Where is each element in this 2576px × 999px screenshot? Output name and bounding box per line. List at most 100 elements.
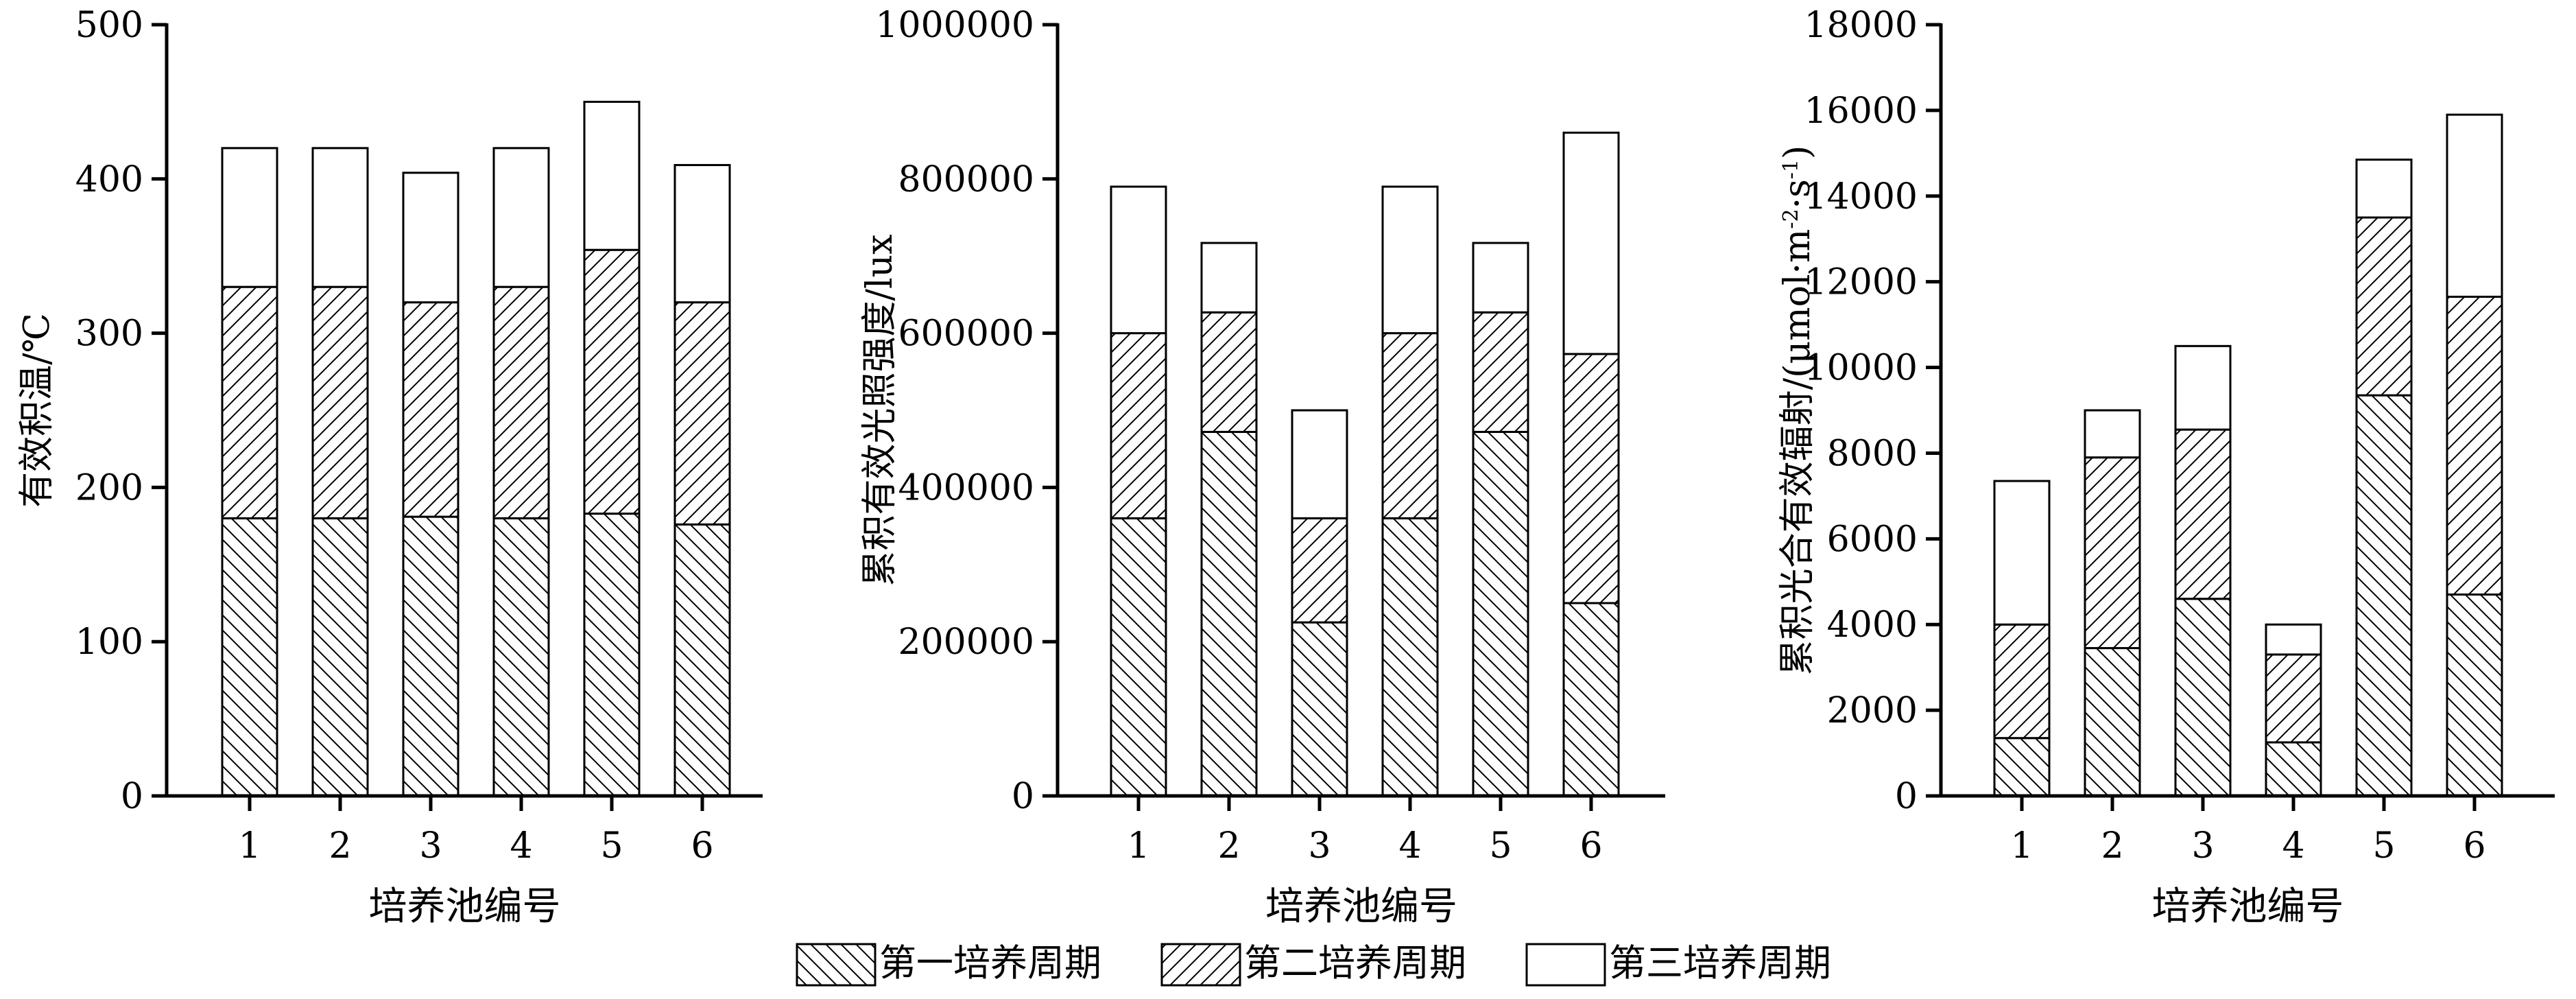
x-ticks-3: 1 2 3 4 5 6 xyxy=(2010,796,2486,867)
x-axis-label-1: 培养池编号 xyxy=(369,884,561,929)
bar-segment xyxy=(1562,353,1620,604)
y-tick-label: 0 xyxy=(1895,776,1918,817)
y-tick-label: 800000 xyxy=(898,159,1034,200)
bar-segment xyxy=(492,285,550,519)
x-tick-label: 4 xyxy=(1398,825,1421,867)
y-ticks-1: 0 100 200 300 400 500 xyxy=(75,5,167,817)
y-tick-label: 0 xyxy=(121,776,143,817)
bar-segment xyxy=(2355,216,2413,397)
bar-segment xyxy=(221,285,278,519)
bar-segment xyxy=(2446,296,2503,596)
x-tick-label: 5 xyxy=(2372,825,2395,867)
bar-segment xyxy=(402,515,460,797)
bar-segment xyxy=(1291,409,1348,519)
y-axis-label-1: 有效积温/℃ xyxy=(16,313,58,508)
y-tick-label: 1000000 xyxy=(875,5,1034,46)
legend: 第一培养周期 第二培养周期 第三培养周期 xyxy=(796,941,1831,987)
x-tick-label: 2 xyxy=(1217,825,1240,867)
y-ticks-3: 0 2000 4000 6000 8000 10000 12000 14000 16000 180… xyxy=(1804,5,1941,817)
bar-segment xyxy=(673,523,731,797)
bars-2 xyxy=(1110,131,1620,797)
y-tick-label: 100 xyxy=(75,622,143,663)
y-tick-label: 8000 xyxy=(1827,433,1918,474)
y-tick-label: 0 xyxy=(1012,776,1034,817)
bar-segment xyxy=(2265,653,2322,744)
y-tick-label: 400 xyxy=(75,159,143,200)
bar-segment xyxy=(1562,602,1620,797)
bar-segment xyxy=(1472,242,1529,314)
x-ticks-2: 1 2 3 4 5 6 xyxy=(1127,796,1603,867)
bar-segment xyxy=(1110,517,1167,797)
legend-swatch-2 xyxy=(1160,943,1241,987)
chart-panel-1: 0 100 200 300 400 500 1 2 3 4 5 6 培养池编号 有效积温/℃ xyxy=(16,5,763,929)
x-tick-label: 1 xyxy=(1127,825,1149,867)
bar-segment xyxy=(1200,311,1258,433)
bar-segment xyxy=(1291,621,1348,797)
bar-segment xyxy=(1993,737,2051,797)
bar-segment xyxy=(2084,456,2141,650)
legend-item-2: 第二培养周期 xyxy=(1160,941,1466,987)
y-label-sup1: -2 xyxy=(1779,209,1803,228)
legend-swatch-1 xyxy=(796,943,876,987)
y-tick-label: 200 xyxy=(75,467,143,508)
legend-swatch-3 xyxy=(1525,943,1606,987)
bar-segment xyxy=(2446,113,2503,298)
x-tick-label: 6 xyxy=(691,825,713,867)
bar-segment xyxy=(492,147,550,288)
bar-segment xyxy=(1110,185,1167,335)
y-label-mid: ·s xyxy=(1777,179,1818,209)
bar-segment xyxy=(1472,311,1529,433)
bar-segment xyxy=(1381,185,1439,335)
legend-label-2: 第二培养周期 xyxy=(1244,941,1466,985)
bar-segment xyxy=(673,164,731,304)
y-tick-label: 14000 xyxy=(1804,176,1918,218)
y-tick-label: 300 xyxy=(75,314,143,355)
x-tick-label: 4 xyxy=(510,825,532,867)
y-tick-label: 18000 xyxy=(1804,5,1918,46)
bar-segment xyxy=(2446,593,2503,797)
y-label-end: ) xyxy=(1777,145,1818,159)
x-tick-label: 4 xyxy=(2282,825,2304,867)
bar-segment xyxy=(221,517,278,797)
y-tick-label: 10000 xyxy=(1804,348,1918,389)
bar-segment xyxy=(1200,242,1258,314)
y-label-main: 累积光合有效辐射/(μmol·m xyxy=(1777,229,1818,676)
legend-label-3: 第三培养周期 xyxy=(1609,941,1831,985)
bar-segment xyxy=(1381,332,1439,519)
bar-segment xyxy=(2084,409,2141,459)
bar-segment xyxy=(402,172,460,304)
y-axis-label-2: 累积有效光照强度/lux xyxy=(859,235,901,587)
bar-segment xyxy=(1472,430,1529,797)
x-axis-label-2: 培养池编号 xyxy=(1265,884,1457,929)
y-tick-label: 2000 xyxy=(1827,690,1918,731)
y-ticks-2: 0 200000 400000 600000 800000 1000000 xyxy=(875,5,1058,817)
bar-segment xyxy=(1381,517,1439,797)
bar-segment xyxy=(492,517,550,797)
x-tick-label: 1 xyxy=(238,825,261,867)
x-tick-label: 2 xyxy=(329,825,351,867)
x-axis-label-3: 培养池编号 xyxy=(2152,884,2344,929)
bar-segment xyxy=(221,147,278,288)
bar-segment xyxy=(583,248,641,515)
x-tick-label: 3 xyxy=(1308,825,1331,867)
x-tick-label: 5 xyxy=(600,825,623,867)
y-tick-label: 500 xyxy=(75,5,143,46)
bars-1 xyxy=(221,100,731,797)
legend-label-1: 第一培养周期 xyxy=(879,941,1101,985)
bar-segment xyxy=(2265,623,2322,656)
bars-3 xyxy=(1993,113,2503,797)
y-tick-label: 16000 xyxy=(1804,91,1918,132)
bar-segment xyxy=(2084,647,2141,797)
x-tick-label: 3 xyxy=(2191,825,2214,867)
x-tick-label: 5 xyxy=(1489,825,1512,867)
legend-item-3: 第三培养周期 xyxy=(1525,941,1831,987)
bar-segment xyxy=(2174,428,2232,600)
chart-panel-3: 0 2000 4000 6000 8000 10000 12000 14000 16000 180… xyxy=(1777,5,2555,929)
bar-segment xyxy=(583,513,641,797)
x-tick-label: 6 xyxy=(2463,825,2485,867)
y-tick-label: 6000 xyxy=(1827,519,1918,560)
x-tick-label: 3 xyxy=(419,825,442,867)
y-tick-label: 200000 xyxy=(898,622,1034,663)
